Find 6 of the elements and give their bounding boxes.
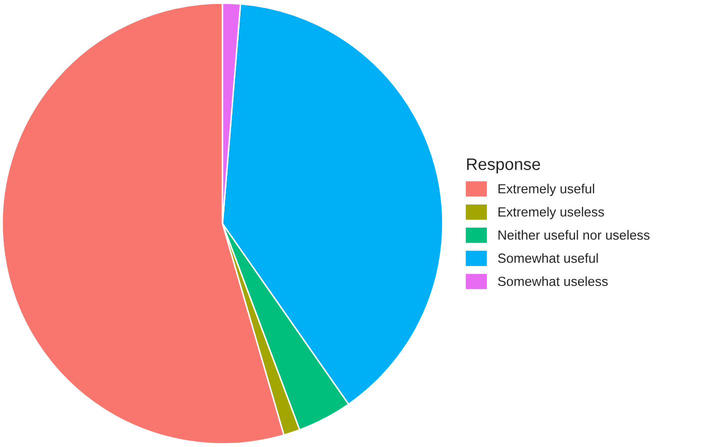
legend-title: Response bbox=[467, 158, 540, 174]
legend-label: Neither useful nor useless bbox=[498, 230, 650, 240]
legend-label: Extremely useless bbox=[498, 206, 604, 220]
legend-label: Somewhat useless bbox=[498, 276, 608, 286]
legend-label: Extremely useful bbox=[498, 184, 594, 196]
legend-label: Somewhat useful bbox=[498, 253, 598, 263]
